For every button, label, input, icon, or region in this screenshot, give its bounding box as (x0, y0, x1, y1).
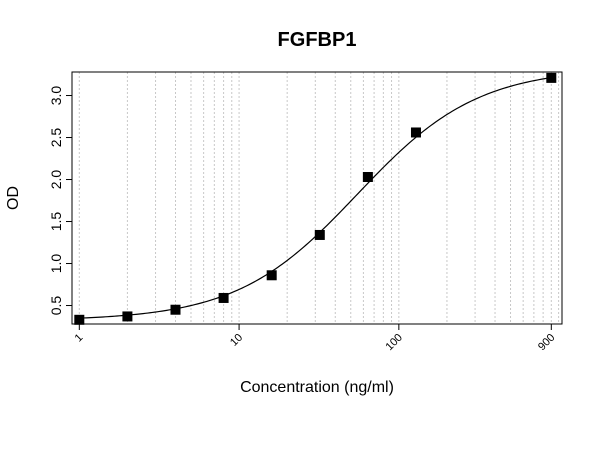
data-point (266, 270, 277, 281)
data-point (410, 127, 421, 138)
y-axis-label: OD (5, 186, 22, 210)
x-tick-label: 10 (228, 332, 245, 349)
chart-title: FGFBP1 (278, 29, 357, 51)
data-point (74, 314, 85, 325)
y-tick-label: 2.5 (48, 128, 64, 148)
data-point (218, 292, 229, 303)
data-point (122, 311, 133, 322)
x-axis-label: Concentration (ng/ml) (240, 379, 394, 396)
y-tick-label: 1.0 (48, 254, 64, 274)
data-point (546, 72, 557, 83)
x-axis: 1 10 100 900 (73, 324, 557, 353)
grid-lines (78, 72, 560, 324)
x-tick-label: 100 (384, 332, 405, 353)
data-points (74, 72, 557, 325)
x-tick-label: 900 (536, 332, 557, 353)
y-tick-label: 1.5 (48, 212, 64, 232)
plot-area-frame (71, 71, 563, 325)
y-tick-label: 2.0 (48, 170, 64, 190)
y-tick-label: 3.0 (48, 86, 64, 106)
data-point (314, 229, 325, 240)
y-axis: 0.5 1.0 1.5 2.0 2.5 3.0 (48, 86, 72, 316)
data-point (170, 304, 181, 315)
data-point (362, 172, 373, 182)
y-tick-label: 0.5 (48, 296, 64, 316)
x-tick-label: 1 (73, 332, 86, 345)
